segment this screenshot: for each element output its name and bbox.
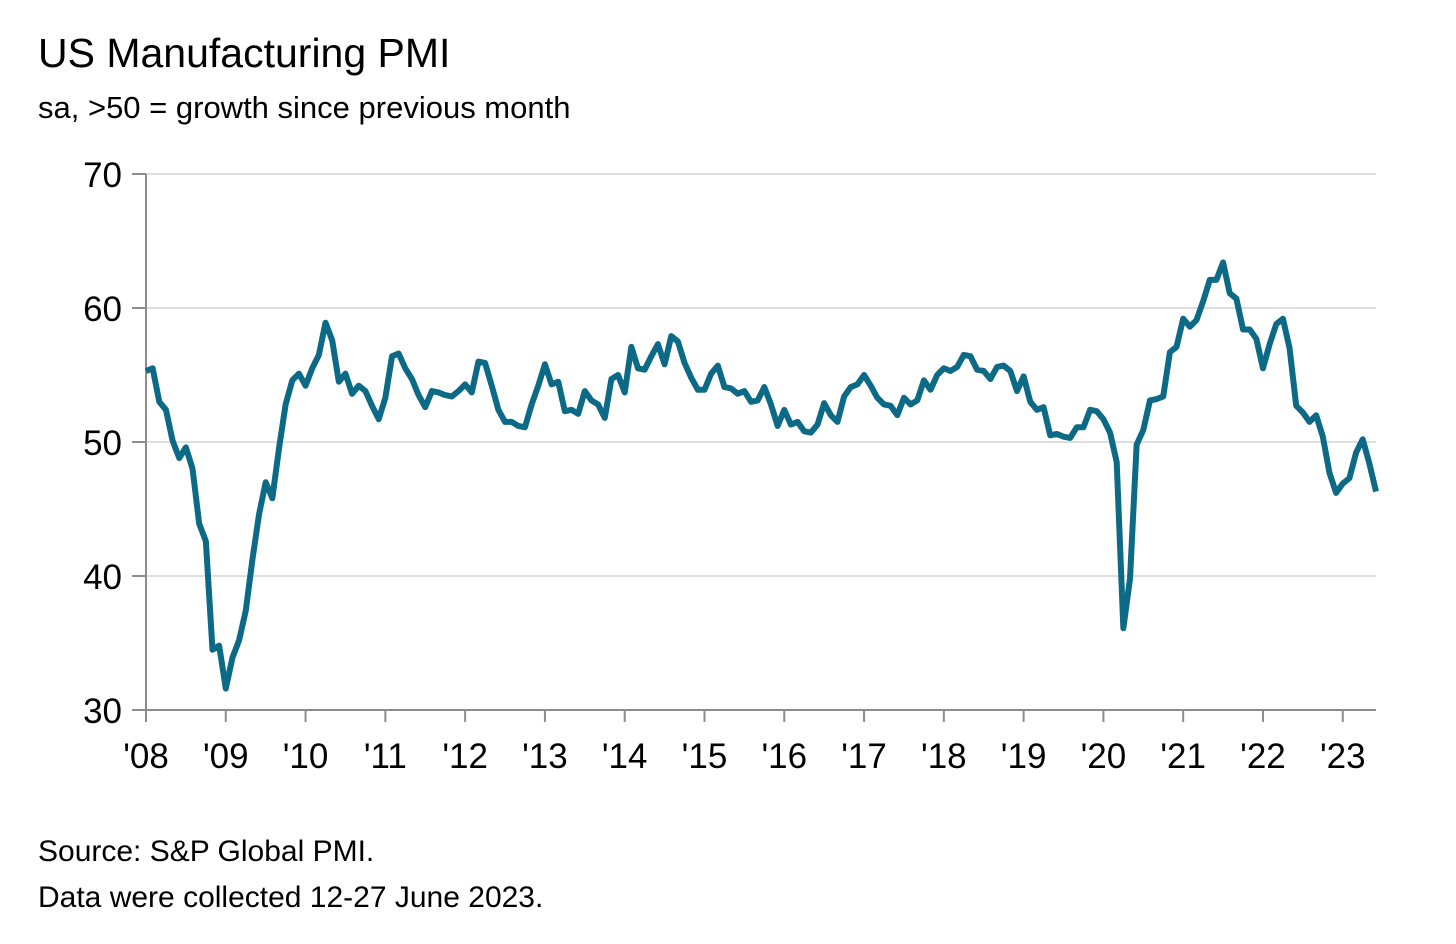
x-tick-label: '16 <box>761 737 807 776</box>
axes: 30 40 50 60 70 '08 '09 '10 '11 '12 '13 '14 '15 '16 '17… <box>83 156 1376 776</box>
x-tick-label: '17 <box>841 737 887 776</box>
x-tick-label: '21 <box>1160 737 1206 776</box>
y-tick-label: 50 <box>83 424 122 463</box>
x-tick-label: '10 <box>283 737 329 776</box>
y-tick-label: 40 <box>83 558 122 597</box>
x-tick-label: '11 <box>364 737 407 776</box>
y-tick-label: 30 <box>83 692 122 731</box>
x-tick-label: '12 <box>442 737 488 776</box>
chart-title: US Manufacturing PMI <box>38 30 451 76</box>
x-tick-label: '13 <box>522 737 568 776</box>
y-tick-label: 60 <box>83 290 122 329</box>
chart-subtitle: sa, >50 = growth since previous month <box>38 90 571 125</box>
y-tick-label: 70 <box>83 156 122 195</box>
x-tick-label: '23 <box>1320 737 1366 776</box>
x-tick-label: '08 <box>123 737 169 776</box>
collection-note: Data were collected 12-27 June 2023. <box>38 881 544 914</box>
series-layer <box>144 259 1379 692</box>
x-tick-label: '15 <box>682 737 728 776</box>
x-tick-label: '09 <box>203 737 249 776</box>
x-tick-label: '20 <box>1081 737 1127 776</box>
source-note: Source: S&P Global PMI. <box>38 835 375 868</box>
x-tick-label: '22 <box>1240 737 1286 776</box>
series-line-pmi <box>144 259 1379 692</box>
gridlines <box>146 173 1376 577</box>
x-tick-label: '14 <box>602 737 648 776</box>
x-tick-label: '18 <box>921 737 967 776</box>
x-tick-label: '19 <box>1001 737 1047 776</box>
